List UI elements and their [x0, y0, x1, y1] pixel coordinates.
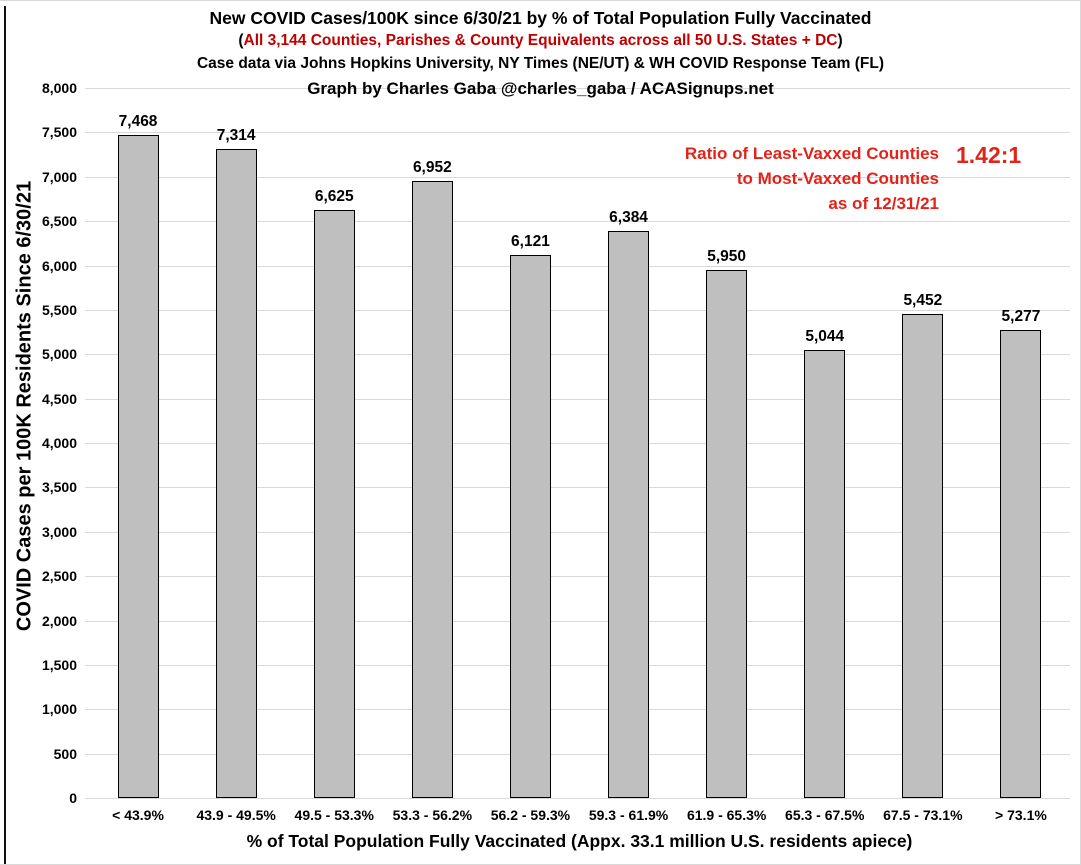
y-tick-label: 3,000	[41, 523, 77, 540]
bar	[706, 269, 748, 798]
gridline	[85, 620, 1070, 622]
y-tick-label: 6,500	[41, 213, 77, 230]
ratio-annotation: Ratio of Least-Vaxxed Counties to Most-V…	[685, 141, 939, 216]
x-axis-tick-labels: < 43.9% 43.9 - 49.5% 49.5 - 53.3% 53.3 - 56…	[89, 806, 1070, 826]
gridline	[85, 176, 1070, 178]
subtitle-paren-close: )	[837, 32, 843, 49]
y-tick-label: 1,500	[41, 656, 77, 673]
y-tick-label: 3,500	[41, 479, 77, 496]
y-tick-label: 8,000	[41, 80, 77, 96]
gridline	[85, 221, 1070, 223]
bar	[117, 135, 159, 798]
gridline	[85, 531, 1070, 533]
gridline	[85, 576, 1070, 578]
window-left-edge	[4, 6, 6, 864]
x-tick-label: 61.9 - 65.3%	[686, 807, 767, 823]
gridline	[85, 443, 1070, 444]
y-tick-label: 2,000	[41, 612, 77, 629]
chart-title: New COVID Cases/100K since 6/30/21 by % …	[209, 8, 872, 28]
x-axis-title: % of Total Population Fully Vaccinated (…	[246, 831, 913, 851]
ratio-annotation-line2: to Most-Vaxxed Counties	[736, 169, 939, 188]
bar	[215, 148, 257, 798]
gridline	[85, 398, 1070, 400]
bar-value-label: 7,468	[118, 113, 158, 131]
gridline	[85, 132, 1070, 134]
chart-subtitle: (All 3,144 Counties, Parishes & County E…	[0, 32, 1080, 50]
bar-value-label: 5,044	[805, 328, 845, 346]
bar	[509, 254, 551, 798]
bar-value-label: 5,277	[1001, 307, 1041, 325]
bar-value-label: 6,952	[412, 159, 452, 176]
y-tick-label: 5,500	[41, 301, 77, 318]
y-tick-label: 6,000	[41, 257, 77, 274]
y-tick-label: 7,000	[41, 168, 77, 185]
ratio-annotation-line3: as of 12/31/21	[828, 194, 939, 213]
y-tick-label: 0	[69, 790, 77, 806]
bar	[1000, 329, 1042, 798]
source-line: Case data via Johns Hopkins University, …	[196, 55, 885, 72]
ratio-annotation-line1: Ratio of Least-Vaxxed Counties	[684, 144, 939, 163]
bar-value-label: 6,384	[609, 209, 648, 227]
bar	[804, 350, 846, 798]
bar-value-label: 6,625	[314, 188, 354, 206]
bar	[411, 181, 453, 798]
bar-value-label: 5,950	[707, 247, 747, 265]
gridline	[85, 354, 1070, 356]
y-axis-title: COVID Cases per 100K Residents Since 6/3…	[13, 180, 36, 632]
y-tick-label: 2,500	[41, 568, 77, 585]
y-tick-label: 4,000	[41, 435, 77, 451]
plot-area: 7,468 7,314 6,625 6,952 6,121 6,384 5,950 5,044…	[85, 88, 1070, 799]
gridline	[85, 664, 1070, 666]
ratio-value: 1.42:1	[956, 142, 1022, 168]
credit-line: Graph by Charles Gaba @charles_gaba / AC…	[307, 79, 774, 98]
gridline	[85, 265, 1070, 267]
x-tick-label: < 43.9%	[112, 807, 164, 823]
x-tick-label: 49.5 - 53.3%	[294, 807, 374, 823]
x-tick-label: 59.3 - 61.9%	[588, 807, 669, 823]
subtitle-text: All 3,144 Counties, Parishes & County Eq…	[243, 32, 838, 49]
x-tick-label: 65.3 - 67.5%	[785, 807, 865, 823]
bar-value-label: 5,452	[903, 292, 943, 310]
y-tick-label: 5,000	[41, 346, 77, 363]
bar-value-label: 6,121	[511, 232, 550, 250]
bar	[608, 231, 650, 798]
y-tick-label: 1,000	[41, 701, 77, 718]
bar	[902, 314, 944, 798]
y-tick-label: 7,500	[41, 124, 77, 141]
x-tick-label: > 73.1%	[995, 807, 1047, 823]
gridline	[85, 309, 1070, 311]
subtitle-paren-open: (	[238, 32, 244, 49]
bar-value-label: 7,314	[216, 126, 256, 144]
y-tick-label: 500	[53, 745, 77, 762]
x-tick-label: 53.3 - 56.2%	[392, 807, 473, 823]
x-tick-label: 56.2 - 59.3%	[490, 807, 571, 823]
bars-layer: 7,468 7,314 6,625 6,952 6,121 6,384 5,950 5,044…	[89, 88, 1070, 798]
bar	[313, 210, 355, 798]
x-tick-label: 67.5 - 73.1%	[883, 807, 963, 823]
gridline	[85, 798, 1070, 799]
x-tick-label: 43.9 - 49.5%	[196, 807, 276, 823]
gridline	[85, 709, 1070, 711]
y-axis-tick-labels: 0 500 1,000 1,500 2,000 2,500 3,000 3,500 4,000 4…	[0, 80, 77, 806]
gridline	[85, 487, 1070, 489]
gridline	[85, 88, 1070, 89]
y-tick-label: 4,500	[41, 390, 77, 407]
gridline	[85, 753, 1070, 755]
